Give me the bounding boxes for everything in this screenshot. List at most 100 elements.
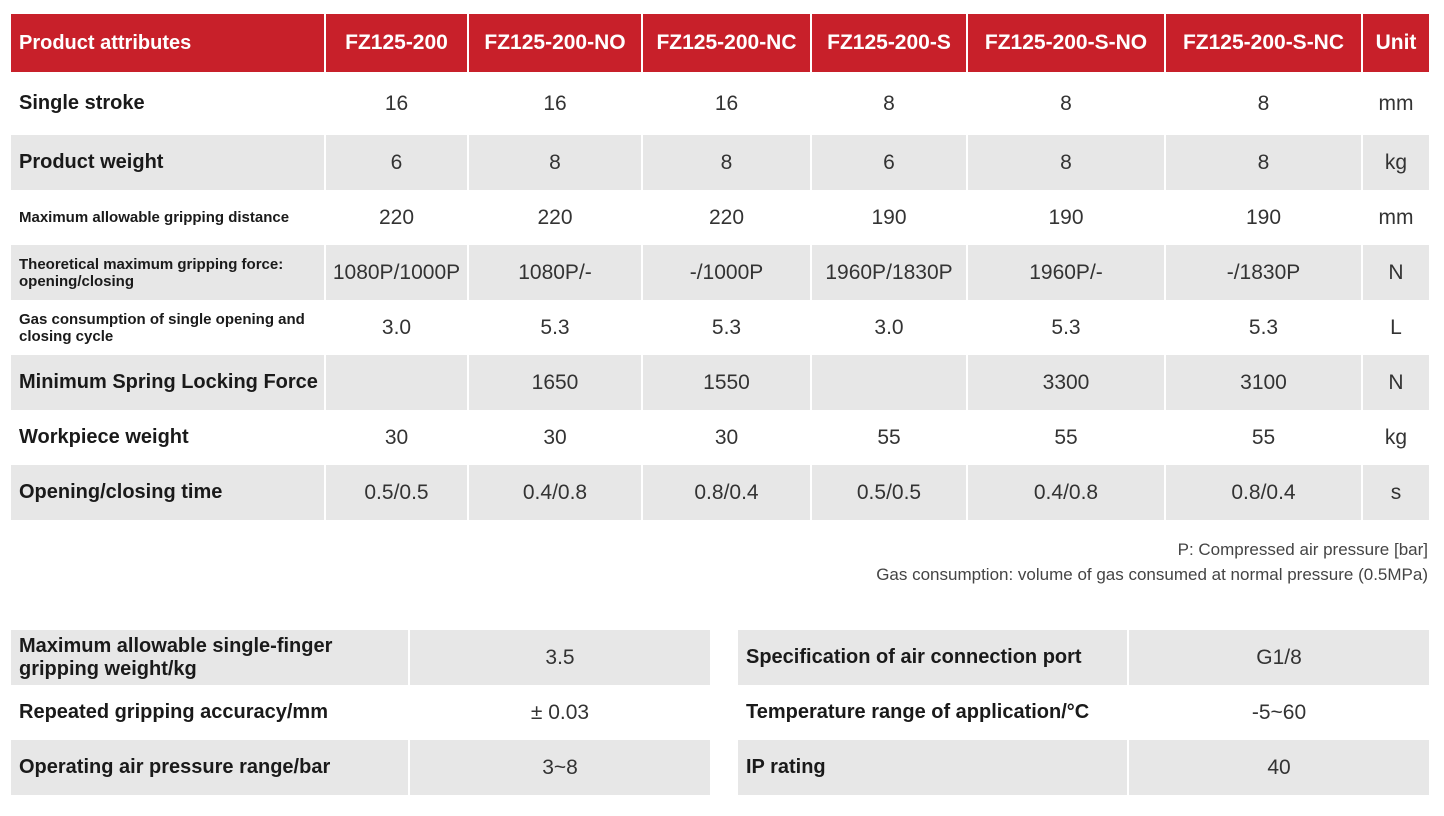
row-label: Operating air pressure range/bar: [11, 740, 410, 795]
unit-cell: s: [1362, 465, 1429, 520]
unit-cell: N: [1362, 355, 1429, 410]
unit-cell: kg: [1362, 410, 1429, 465]
table-cell: 220: [325, 190, 469, 245]
header-cell: FZ125-200-NO: [468, 14, 643, 72]
table-cell: 6: [811, 135, 968, 190]
table-cell: 1080P/1000P: [325, 245, 469, 300]
table-row: Workpiece weight 30 30 30 55 55 55 kg: [11, 410, 1429, 465]
row-label: Opening/closing time: [11, 465, 326, 520]
table-cell: 5.3: [1165, 300, 1363, 355]
header-cell: FZ125-200-NC: [642, 14, 812, 72]
table-cell: 1960P/-: [967, 245, 1166, 300]
row-label: Theoretical maximum gripping force: open…: [11, 245, 326, 300]
table-cell: 8: [468, 135, 643, 190]
table-cell: 3.0: [325, 300, 469, 355]
row-label: Workpiece weight: [11, 410, 326, 465]
table-cell: [325, 355, 469, 410]
table-cell: 8: [967, 72, 1166, 135]
table-cell: ± 0.03: [409, 685, 710, 740]
table-row: Temperature range of application/°C -5~6…: [738, 685, 1429, 740]
table-cell: 1550: [642, 355, 812, 410]
header-row: Product attributes FZ125-200 FZ125-200-N…: [11, 14, 1429, 72]
table-cell: -/1000P: [642, 245, 812, 300]
table-cell: 3.5: [409, 630, 710, 685]
row-label: Repeated gripping accuracy/mm: [11, 685, 410, 740]
right-spec-table: Specification of air connection port G1/…: [738, 630, 1429, 795]
row-label: Product weight: [11, 135, 326, 190]
header-cell: FZ125-200-S-NC: [1165, 14, 1363, 72]
row-label: Maximum allowable single-finger gripping…: [11, 630, 410, 685]
table-cell: 0.8/0.4: [1165, 465, 1363, 520]
table-cell: 16: [325, 72, 469, 135]
table-cell: 190: [967, 190, 1166, 245]
unit-cell: N: [1362, 245, 1429, 300]
table-cell: 190: [1165, 190, 1363, 245]
table-row: Specification of air connection port G1/…: [738, 630, 1429, 685]
table-cell: 40: [1128, 740, 1429, 795]
header-cell: FZ125-200: [325, 14, 469, 72]
header-cell: FZ125-200-S-NO: [967, 14, 1166, 72]
table-cell: 0.5/0.5: [811, 465, 968, 520]
table-cell: 3300: [967, 355, 1166, 410]
table-cell: 5.3: [468, 300, 643, 355]
table-row: Minimum Spring Locking Force 1650 1550 3…: [11, 355, 1429, 410]
footnote-pressure: P: Compressed air pressure [bar]: [1177, 540, 1428, 559]
table-row: Product weight 6 8 8 6 8 8 kg: [11, 135, 1429, 190]
footnotes: P: Compressed air pressure [bar] Gas con…: [876, 537, 1428, 587]
unit-cell: mm: [1362, 72, 1429, 135]
table-cell: 6: [325, 135, 469, 190]
table-cell: 220: [642, 190, 812, 245]
row-label: Gas consumption of single opening and cl…: [11, 300, 326, 355]
table-cell: 55: [967, 410, 1166, 465]
table-cell: 8: [642, 135, 812, 190]
unit-cell: kg: [1362, 135, 1429, 190]
table-cell: 5.3: [967, 300, 1166, 355]
table-cell: 30: [468, 410, 643, 465]
table-row: Maximum allowable single-finger gripping…: [11, 630, 710, 685]
table-cell: 55: [811, 410, 968, 465]
table-cell: 0.4/0.8: [967, 465, 1166, 520]
unit-cell: L: [1362, 300, 1429, 355]
table-cell: 190: [811, 190, 968, 245]
table-cell: 3~8: [409, 740, 710, 795]
row-label: Minimum Spring Locking Force: [11, 355, 326, 410]
table-row: Opening/closing time 0.5/0.5 0.4/0.8 0.8…: [11, 465, 1429, 520]
table-cell: 1650: [468, 355, 643, 410]
row-label: Specification of air connection port: [738, 630, 1129, 685]
table-cell: 5.3: [642, 300, 812, 355]
footnote-gas: Gas consumption: volume of gas consumed …: [876, 565, 1428, 584]
table-row: Gas consumption of single opening and cl…: [11, 300, 1429, 355]
table-row: Single stroke 16 16 16 8 8 8 mm: [11, 72, 1429, 135]
table-cell: 8: [811, 72, 968, 135]
table-cell: 0.8/0.4: [642, 465, 812, 520]
table-cell: 0.4/0.8: [468, 465, 643, 520]
table-cell: 0.5/0.5: [325, 465, 469, 520]
table-cell: 1960P/1830P: [811, 245, 968, 300]
row-label: IP rating: [738, 740, 1129, 795]
table-cell: 8: [1165, 72, 1363, 135]
table-cell: [811, 355, 968, 410]
table-row: Maximum allowable gripping distance 220 …: [11, 190, 1429, 245]
row-label: Single stroke: [11, 72, 326, 135]
table-row: IP rating 40: [738, 740, 1429, 795]
row-label: Maximum allowable gripping distance: [11, 190, 326, 245]
table-cell: -5~60: [1128, 685, 1429, 740]
table-cell: 30: [325, 410, 469, 465]
table-row: Operating air pressure range/bar 3~8: [11, 740, 710, 795]
table-cell: 16: [642, 72, 812, 135]
unit-cell: mm: [1362, 190, 1429, 245]
row-label: Temperature range of application/°C: [738, 685, 1129, 740]
table-cell: 220: [468, 190, 643, 245]
table-cell: 3100: [1165, 355, 1363, 410]
header-cell: Unit: [1362, 14, 1429, 72]
table-row: Repeated gripping accuracy/mm ± 0.03: [11, 685, 710, 740]
table-cell: 55: [1165, 410, 1363, 465]
table-cell: 3.0: [811, 300, 968, 355]
table-cell: 1080P/-: [468, 245, 643, 300]
header-cell: Product attributes: [11, 14, 326, 72]
table-cell: G1/8: [1128, 630, 1429, 685]
table-cell: 8: [1165, 135, 1363, 190]
spec-table: Product attributes FZ125-200 FZ125-200-N…: [11, 14, 1429, 520]
table-cell: 16: [468, 72, 643, 135]
table-row: Theoretical maximum gripping force: open…: [11, 245, 1429, 300]
